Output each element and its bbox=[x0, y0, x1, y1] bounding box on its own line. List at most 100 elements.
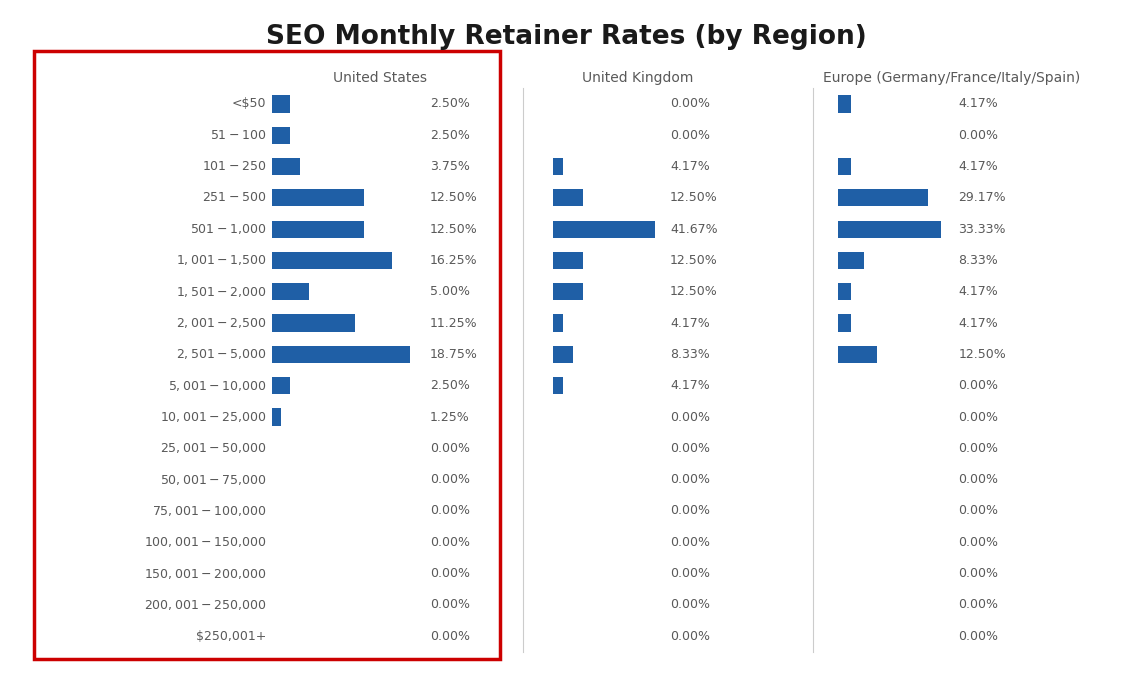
Bar bbox=[553, 377, 563, 394]
Text: 0.00%: 0.00% bbox=[431, 629, 470, 643]
Text: 12.50%: 12.50% bbox=[431, 191, 478, 204]
Text: $2,501-$5,000: $2,501-$5,000 bbox=[176, 348, 266, 361]
Bar bbox=[838, 346, 877, 363]
Text: 0.00%: 0.00% bbox=[959, 536, 998, 549]
Text: 0.00%: 0.00% bbox=[431, 504, 470, 517]
Text: $10,001-$25,000: $10,001-$25,000 bbox=[160, 410, 266, 424]
Text: $150,001-$200,000: $150,001-$200,000 bbox=[144, 566, 266, 581]
Text: 0.00%: 0.00% bbox=[671, 536, 710, 549]
Text: 18.75%: 18.75% bbox=[431, 348, 478, 361]
Text: SEO Monthly Retainer Rates (by Region): SEO Monthly Retainer Rates (by Region) bbox=[266, 24, 867, 50]
Bar bbox=[553, 221, 655, 238]
Text: 0.00%: 0.00% bbox=[671, 97, 710, 111]
Text: 16.25%: 16.25% bbox=[431, 254, 478, 267]
Text: 2.50%: 2.50% bbox=[431, 129, 470, 142]
Text: $25,001-$50,000: $25,001-$50,000 bbox=[160, 441, 266, 456]
Text: 0.00%: 0.00% bbox=[671, 411, 710, 424]
Bar bbox=[838, 283, 851, 300]
Text: United Kingdom: United Kingdom bbox=[582, 71, 693, 85]
Text: 4.17%: 4.17% bbox=[959, 97, 998, 111]
Text: 4.17%: 4.17% bbox=[959, 285, 998, 298]
Bar bbox=[553, 158, 563, 175]
Bar bbox=[272, 126, 290, 144]
Text: $2,001-$2,500: $2,001-$2,500 bbox=[176, 316, 266, 330]
Text: Europe (Germany/France/Italy/Spain): Europe (Germany/France/Italy/Spain) bbox=[823, 71, 1081, 85]
Text: United States: United States bbox=[333, 71, 427, 85]
Text: 0.00%: 0.00% bbox=[671, 504, 710, 517]
Text: <$50: <$50 bbox=[232, 97, 266, 111]
Bar bbox=[838, 158, 851, 175]
Text: 0.00%: 0.00% bbox=[959, 442, 998, 455]
Bar bbox=[272, 252, 392, 269]
Text: 0.00%: 0.00% bbox=[671, 598, 710, 611]
Text: 3.75%: 3.75% bbox=[431, 160, 470, 173]
Text: 4.17%: 4.17% bbox=[671, 316, 710, 329]
Text: 0.00%: 0.00% bbox=[959, 598, 998, 611]
Text: 4.17%: 4.17% bbox=[671, 160, 710, 173]
Text: 0.00%: 0.00% bbox=[431, 598, 470, 611]
Bar bbox=[838, 252, 864, 269]
Bar bbox=[272, 408, 281, 426]
Text: 33.33%: 33.33% bbox=[959, 223, 1006, 236]
Bar bbox=[553, 283, 583, 300]
Text: 0.00%: 0.00% bbox=[959, 129, 998, 142]
Bar bbox=[272, 377, 290, 394]
Text: 0.00%: 0.00% bbox=[431, 536, 470, 549]
Bar bbox=[272, 221, 364, 238]
Text: 4.17%: 4.17% bbox=[959, 160, 998, 173]
Text: 4.17%: 4.17% bbox=[671, 379, 710, 392]
Text: 4.17%: 4.17% bbox=[959, 316, 998, 329]
Text: 8.33%: 8.33% bbox=[959, 254, 998, 267]
Text: 12.50%: 12.50% bbox=[431, 223, 478, 236]
Bar bbox=[838, 314, 851, 332]
Text: 0.00%: 0.00% bbox=[959, 411, 998, 424]
Bar bbox=[553, 252, 583, 269]
Text: 0.00%: 0.00% bbox=[959, 504, 998, 517]
Text: 0.00%: 0.00% bbox=[959, 629, 998, 643]
Text: 12.50%: 12.50% bbox=[959, 348, 1006, 361]
Text: 8.33%: 8.33% bbox=[671, 348, 710, 361]
Text: 41.67%: 41.67% bbox=[671, 223, 718, 236]
Text: $250,001+: $250,001+ bbox=[196, 629, 266, 643]
Text: $1,501-$2,000: $1,501-$2,000 bbox=[176, 285, 266, 299]
Text: 2.50%: 2.50% bbox=[431, 97, 470, 111]
Text: $1,001-$1,500: $1,001-$1,500 bbox=[176, 253, 266, 268]
Text: 0.00%: 0.00% bbox=[671, 442, 710, 455]
Text: 0.00%: 0.00% bbox=[671, 473, 710, 486]
Text: 5.00%: 5.00% bbox=[431, 285, 470, 298]
Text: 0.00%: 0.00% bbox=[431, 442, 470, 455]
Text: 2.50%: 2.50% bbox=[431, 379, 470, 392]
Bar bbox=[272, 158, 299, 175]
Bar bbox=[272, 95, 290, 113]
Text: 0.00%: 0.00% bbox=[671, 129, 710, 142]
Bar bbox=[272, 346, 410, 363]
Bar bbox=[553, 346, 573, 363]
Bar bbox=[553, 314, 563, 332]
Text: $50,001-$75,000: $50,001-$75,000 bbox=[160, 473, 266, 487]
Text: $75,001-$100,000: $75,001-$100,000 bbox=[152, 504, 266, 518]
Bar bbox=[272, 314, 355, 332]
Bar bbox=[553, 189, 583, 206]
Text: $200,001-$250,000: $200,001-$250,000 bbox=[144, 598, 266, 612]
Text: 11.25%: 11.25% bbox=[431, 316, 478, 329]
Bar bbox=[838, 95, 851, 113]
Text: 0.00%: 0.00% bbox=[671, 629, 710, 643]
Text: 29.17%: 29.17% bbox=[959, 191, 1006, 204]
Text: 0.00%: 0.00% bbox=[959, 567, 998, 580]
Text: 0.00%: 0.00% bbox=[431, 567, 470, 580]
Text: 12.50%: 12.50% bbox=[671, 285, 718, 298]
Text: $101-$250: $101-$250 bbox=[202, 160, 266, 173]
Text: 0.00%: 0.00% bbox=[959, 473, 998, 486]
Text: $100,001-$150,000: $100,001-$150,000 bbox=[144, 535, 266, 549]
Bar bbox=[838, 189, 928, 206]
Text: $51-$100: $51-$100 bbox=[210, 129, 266, 142]
Text: 1.25%: 1.25% bbox=[431, 411, 470, 424]
Text: 12.50%: 12.50% bbox=[671, 191, 718, 204]
Bar bbox=[272, 283, 308, 300]
Bar bbox=[272, 189, 364, 206]
Bar bbox=[838, 221, 940, 238]
Text: $501-$1,000: $501-$1,000 bbox=[190, 222, 266, 236]
Text: 0.00%: 0.00% bbox=[431, 473, 470, 486]
Text: 12.50%: 12.50% bbox=[671, 254, 718, 267]
Text: 0.00%: 0.00% bbox=[671, 567, 710, 580]
